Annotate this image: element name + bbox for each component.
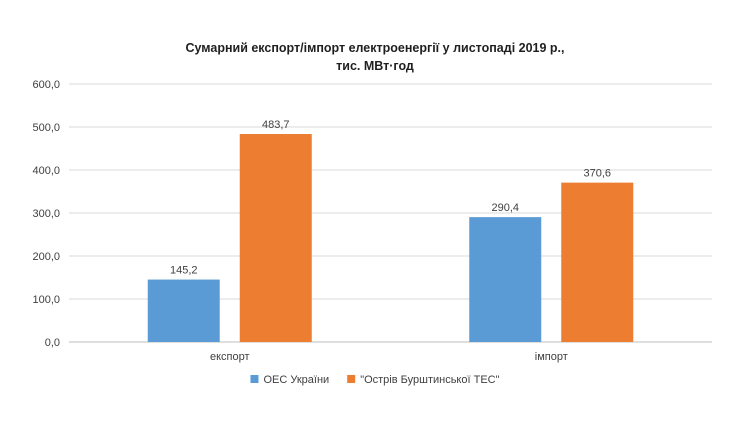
- bars: [147, 134, 634, 342]
- y-tick-label: 300,0: [32, 208, 60, 220]
- bar-імпорт-series-0: [469, 217, 542, 342]
- bar-імпорт-series-1: [561, 182, 634, 342]
- legend-label-1: "Острів Бурштинської ТЕС": [360, 374, 499, 386]
- y-tick-label: 600,0: [32, 79, 60, 91]
- legend: ОЕС України "Острів Бурштинської ТЕС": [250, 374, 500, 386]
- legend-swatch-1: [347, 375, 356, 383]
- chart-title-line1: Сумарний експорт/імпорт електроенергії у…: [185, 41, 564, 55]
- data-labels: 145,2 483,7 290,4 370,6: [170, 119, 611, 277]
- chart-title-line2: тис. МВт·год: [336, 59, 414, 73]
- data-label: 483,7: [262, 119, 290, 131]
- bar-експорт-series-1: [239, 134, 312, 342]
- y-tick-label: 100,0: [32, 294, 60, 306]
- bar-експорт-series-0: [147, 279, 220, 342]
- y-tick-label: 200,0: [32, 251, 60, 263]
- x-category-label: імпорт: [535, 351, 568, 363]
- data-label: 145,2: [170, 265, 198, 277]
- y-axis-ticks: 0,0 100,0 200,0 300,0 400,0 500,0 600,0: [32, 79, 60, 349]
- y-tick-label: 500,0: [32, 122, 60, 134]
- data-label: 290,4: [491, 202, 519, 214]
- y-tick-label: 400,0: [32, 165, 60, 177]
- x-axis-categories: експорт імпорт: [210, 351, 568, 363]
- y-tick-label: 0,0: [45, 337, 60, 349]
- legend-swatch-0: [250, 375, 259, 383]
- data-label: 370,6: [583, 168, 611, 180]
- x-category-label: експорт: [210, 351, 250, 363]
- legend-label-0: ОЕС України: [263, 374, 329, 386]
